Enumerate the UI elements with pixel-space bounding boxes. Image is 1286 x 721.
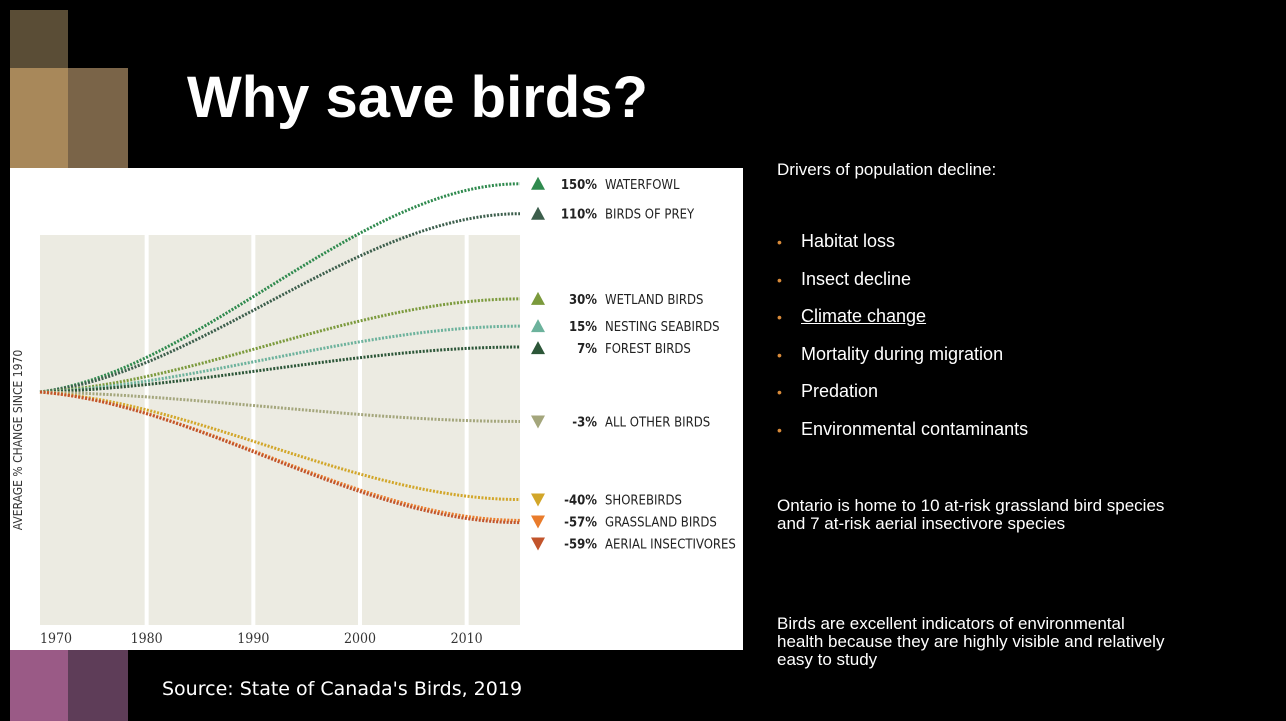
slide: AVERAGE % CHANGE SINCE 1970 1970 1980 1990… xyxy=(0,0,1286,721)
legend-label: ALL OTHER BIRDS xyxy=(605,415,710,430)
x-tick-label: 2000 xyxy=(344,631,376,647)
bullet: Mortality during migration xyxy=(777,344,1028,382)
value-label: 15% xyxy=(569,320,597,335)
y-axis-label: AVERAGE % CHANGE SINCE 1970 xyxy=(11,350,25,531)
deco xyxy=(68,650,128,721)
bullet-text: Environmental contaminants xyxy=(801,419,1028,439)
bullet-text: Climate change xyxy=(801,306,926,326)
legend-label: NESTING SEABIRDS xyxy=(605,320,720,335)
value-label: -59% xyxy=(564,538,597,553)
paragraph: Birds are excellent indicators of enviro… xyxy=(777,615,1167,669)
value-label: 150% xyxy=(561,178,597,193)
bullet-list: Habitat loss Insect decline Climate change… xyxy=(777,231,1028,457)
legend-label: WATERFOWL xyxy=(605,178,680,193)
x-tick-label: 2010 xyxy=(451,631,483,647)
deco xyxy=(10,10,68,70)
deco xyxy=(68,68,128,168)
bullet-text: Mortality during migration xyxy=(801,344,1003,364)
plot-area xyxy=(40,235,520,625)
legend-label: WETLAND BIRDS xyxy=(605,293,703,308)
value-label: 7% xyxy=(577,342,597,357)
value-label: -57% xyxy=(564,516,597,531)
legend-label: GRASSLAND BIRDS xyxy=(605,516,717,531)
sidebar-heading: Drivers of population decline: xyxy=(777,160,996,180)
legend-label: AERIAL INSECTIVORES xyxy=(605,538,736,553)
bullet-text: Predation xyxy=(801,381,878,401)
paragraph: Ontario is home to 10 at-risk grassland … xyxy=(777,497,1167,533)
legend-label: FOREST BIRDS xyxy=(605,342,691,357)
bullet-text: Insect decline xyxy=(801,269,911,289)
deco xyxy=(10,650,68,721)
bullet: Habitat loss xyxy=(777,231,1028,269)
bullet: Environmental contaminants xyxy=(777,419,1028,457)
source: Source: State of Canada's Birds, 2019 xyxy=(162,678,522,700)
bullet: Climate change xyxy=(777,306,1028,344)
value-label: 110% xyxy=(561,208,597,223)
value-label: 30% xyxy=(569,293,597,308)
x-tick-label: 1970 xyxy=(40,631,72,647)
legend-label: BIRDS OF PREY xyxy=(605,208,695,223)
bullet: Insect decline xyxy=(777,269,1028,307)
bullet-text: Habitat loss xyxy=(801,231,895,251)
x-tick-label: 1990 xyxy=(237,631,269,647)
bullet: Predation xyxy=(777,381,1028,419)
value-label: -3% xyxy=(572,415,597,430)
slide-title: Why save birds? xyxy=(187,64,648,131)
x-tick-label: 1980 xyxy=(131,631,163,647)
legend-label: SHOREBIRDS xyxy=(605,494,682,509)
deco xyxy=(10,68,68,168)
value-label: -40% xyxy=(564,494,597,509)
